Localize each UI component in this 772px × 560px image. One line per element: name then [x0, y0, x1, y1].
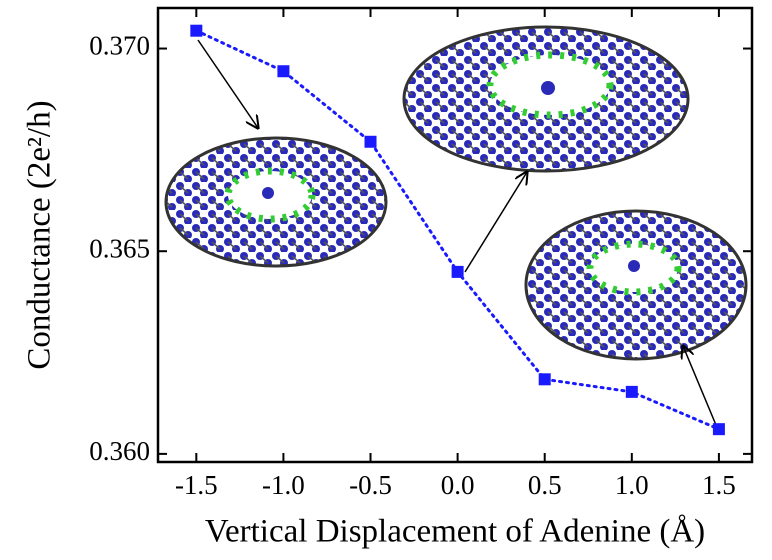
x-tick-label: 0.5 [528, 470, 562, 500]
marker [190, 24, 203, 37]
inset-structure [402, 25, 690, 173]
x-tick-label: -1.0 [262, 470, 305, 500]
marker [364, 135, 377, 148]
x-tick-label: -0.5 [349, 470, 392, 500]
y-tick-label: 0.365 [89, 233, 150, 263]
arrow [197, 39, 258, 128]
marker [538, 373, 551, 386]
marker [712, 423, 725, 436]
y-tick-label: 0.370 [89, 31, 150, 61]
y-tick-label: 0.360 [89, 436, 150, 466]
y-axis-title: Conductance (2e²/h) [22, 100, 58, 369]
inset-structure [164, 136, 388, 268]
insets [164, 25, 748, 426]
x-tick-label: -1.5 [175, 470, 218, 500]
inset-structure [524, 209, 748, 361]
x-tick-label: 0.0 [441, 470, 475, 500]
x-tick-label: 1.0 [615, 470, 649, 500]
x-axis-title: Vertical Displacement of Adenine (Å) [205, 513, 705, 550]
marker [451, 265, 464, 278]
x-tick-label: 1.5 [702, 470, 736, 500]
arrow [464, 172, 527, 273]
arrow [683, 346, 717, 426]
marker [625, 385, 638, 398]
plot-frame [156, 6, 754, 464]
marker [277, 65, 290, 78]
